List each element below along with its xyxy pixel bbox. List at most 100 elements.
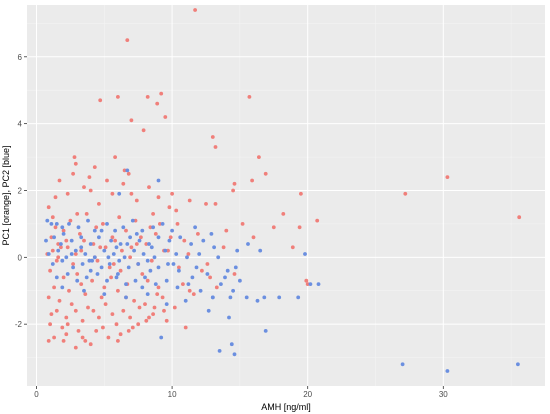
data-point-pc2 — [178, 235, 183, 240]
data-point-pc2 — [233, 265, 238, 270]
data-point-pc2 — [177, 268, 181, 273]
data-point-pc1 — [52, 335, 56, 340]
data-point-pc2 — [206, 308, 211, 313]
data-point-pc2 — [171, 262, 176, 266]
data-point-pc2 — [145, 292, 150, 296]
data-point-pc1 — [132, 298, 137, 303]
data-point-pc2 — [54, 275, 59, 280]
data-point-pc1 — [75, 212, 80, 216]
data-point-pc2 — [76, 225, 81, 230]
data-point-pc2 — [92, 255, 97, 260]
y-axis-title: PC1 [orange], PC2 [blue] — [1, 145, 11, 245]
data-point-pc1 — [247, 95, 252, 99]
data-point-pc1 — [76, 329, 81, 333]
data-point-pc1 — [72, 155, 77, 160]
data-point-pc1 — [68, 218, 73, 223]
data-point-pc2 — [186, 282, 191, 286]
data-point-pc1 — [204, 202, 208, 206]
data-point-pc2 — [308, 282, 313, 286]
data-point-pc2 — [151, 225, 156, 230]
data-point-pc1 — [98, 98, 103, 103]
data-point-pc1 — [118, 332, 123, 337]
data-point-pc1 — [61, 275, 66, 280]
data-point-pc1 — [186, 252, 191, 256]
data-point-pc1 — [141, 128, 146, 133]
data-point-pc1 — [147, 315, 151, 320]
data-point-pc2 — [141, 252, 146, 256]
data-point-pc2 — [163, 248, 168, 253]
data-point-pc2 — [113, 228, 117, 233]
data-point-pc2 — [152, 255, 157, 260]
data-point-pc2 — [126, 265, 131, 270]
data-point-pc1 — [79, 248, 84, 253]
data-point-pc1 — [231, 188, 236, 193]
data-point-pc2 — [84, 275, 89, 280]
data-point-pc2 — [86, 218, 90, 223]
data-point-pc1 — [113, 238, 117, 243]
y-tick-label: 0 — [18, 253, 23, 262]
data-point-pc1 — [221, 245, 226, 250]
data-point-pc2 — [79, 235, 84, 240]
data-point-pc1 — [64, 238, 69, 243]
data-point-pc1 — [106, 335, 111, 340]
data-point-pc1 — [130, 325, 135, 330]
data-point-pc1 — [155, 101, 160, 106]
data-point-pc1 — [175, 222, 180, 226]
data-point-pc1 — [164, 318, 169, 323]
data-point-pc2 — [92, 228, 97, 233]
data-point-pc2 — [238, 278, 242, 283]
data-point-pc1 — [299, 191, 303, 196]
data-point-pc1 — [305, 282, 310, 286]
y-tick-label: 2 — [18, 186, 23, 195]
data-point-pc1 — [61, 339, 66, 343]
data-point-pc1 — [263, 171, 268, 176]
data-point-pc1 — [86, 305, 90, 310]
data-point-pc2 — [197, 252, 202, 256]
data-point-pc2 — [445, 369, 450, 373]
data-point-pc1 — [271, 225, 276, 230]
data-point-pc2 — [60, 225, 65, 230]
data-point-pc2 — [73, 248, 78, 253]
data-point-pc2 — [67, 222, 71, 226]
data-point-pc1 — [213, 145, 218, 149]
data-point-pc1 — [84, 212, 89, 216]
data-point-pc1 — [297, 225, 302, 230]
data-point-pc1 — [257, 155, 261, 160]
data-point-pc2 — [106, 255, 111, 260]
data-point-pc1 — [144, 318, 149, 323]
data-point-pc2 — [136, 262, 141, 266]
data-point-pc2 — [69, 238, 74, 243]
data-point-pc1 — [193, 8, 198, 12]
data-point-pc1 — [50, 215, 55, 220]
data-point-pc1 — [114, 322, 119, 327]
data-point-pc1 — [403, 191, 408, 196]
data-point-pc1 — [240, 222, 245, 226]
data-point-pc2 — [49, 222, 54, 226]
data-point-pc1 — [152, 305, 157, 310]
data-point-pc2 — [56, 248, 61, 253]
data-point-pc2 — [140, 228, 145, 233]
data-point-pc2 — [194, 265, 199, 270]
data-point-pc1 — [205, 262, 210, 266]
data-point-pc2 — [132, 248, 137, 253]
data-point-pc1 — [214, 285, 219, 290]
data-point-pc1 — [177, 265, 181, 270]
data-point-pc2 — [59, 242, 63, 246]
data-point-pc1 — [149, 258, 154, 263]
data-point-pc1 — [92, 165, 97, 170]
data-point-pc1 — [116, 95, 120, 99]
data-point-pc1 — [49, 312, 54, 316]
data-point-pc2 — [80, 262, 85, 266]
data-point-pc1 — [162, 308, 166, 313]
data-point-pc2 — [263, 329, 268, 333]
data-point-pc2 — [65, 272, 70, 276]
data-point-pc1 — [134, 242, 139, 246]
data-point-pc1 — [53, 195, 58, 200]
data-point-pc1 — [71, 171, 75, 176]
data-point-pc1 — [117, 215, 122, 220]
data-point-pc2 — [102, 292, 107, 296]
data-point-pc2 — [44, 238, 48, 243]
data-point-pc1 — [174, 208, 179, 213]
data-point-pc2 — [147, 242, 151, 246]
data-point-pc1 — [95, 258, 100, 263]
